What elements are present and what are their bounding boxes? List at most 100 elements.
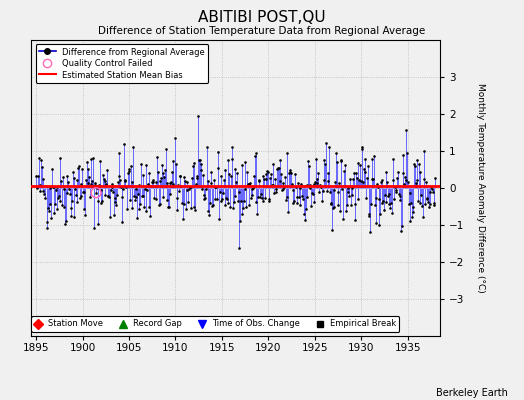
Point [63,173,72,179]
Point [347,192,356,198]
Point [299,183,308,190]
Point [281,174,289,180]
Point [373,180,381,187]
Point [293,194,301,201]
Point [223,199,232,206]
Point [90,180,99,186]
Point [115,173,124,179]
Point [330,204,338,210]
Point [185,184,194,190]
Point [221,167,229,174]
Point [370,153,378,160]
Point [389,177,398,183]
Point [366,228,374,235]
Point [346,176,354,182]
Point [54,195,62,202]
Point [269,161,278,168]
Point [176,173,184,179]
Point [126,196,134,203]
Point [339,216,347,222]
Point [261,171,270,178]
Point [195,157,204,164]
Point [358,144,367,150]
Point [315,182,324,188]
Point [279,186,288,192]
Point [230,198,238,205]
Point [73,177,82,184]
Point [173,206,181,213]
Point [53,183,61,190]
Point [425,189,434,195]
Point [227,144,236,150]
Point [167,179,176,185]
Point [223,196,231,202]
Point [395,190,403,197]
Point [325,189,334,196]
Point [49,184,58,190]
Point [99,172,107,178]
Point [179,201,188,207]
Point [263,168,271,174]
Point [343,189,352,195]
Point [363,175,371,181]
Point [166,191,174,198]
Point [372,194,380,201]
Point [336,158,345,164]
Point [95,182,103,188]
Point [185,186,193,192]
Point [231,193,239,199]
Point [329,205,337,211]
Point [284,209,292,216]
Point [181,178,189,184]
Point [396,193,405,199]
Point [411,180,420,186]
Point [268,182,276,188]
Point [141,161,150,168]
Point [224,156,233,163]
Point [226,173,235,180]
Point [213,196,221,203]
Point [188,174,196,181]
Point [311,179,319,185]
Point [116,177,124,184]
Point [259,173,267,179]
Point [282,150,291,156]
Point [145,203,154,210]
Point [275,156,283,163]
Point [375,196,384,202]
Point [50,210,59,216]
Point [134,191,142,198]
Point [104,193,113,199]
Point [361,156,369,162]
Point [86,180,95,187]
Point [168,168,176,175]
Point [278,187,286,193]
Point [265,196,273,202]
Point [93,184,101,191]
Point [114,150,123,156]
Point [83,158,91,165]
Point [204,178,213,185]
Point [41,195,49,201]
Point [357,146,366,152]
Point [33,184,41,191]
Point [209,202,217,209]
Point [127,204,136,211]
Point [205,212,213,219]
Point [400,181,408,187]
Point [338,186,346,193]
Point [418,202,426,209]
Point [177,183,185,190]
Point [130,197,139,203]
Point [114,179,122,186]
Point [409,204,417,210]
Point [281,197,290,203]
Point [322,140,330,146]
Point [391,184,399,190]
Point [260,175,268,182]
Point [408,214,416,220]
Point [135,206,143,212]
Point [341,183,349,189]
Point [189,163,197,169]
Point [292,200,301,206]
